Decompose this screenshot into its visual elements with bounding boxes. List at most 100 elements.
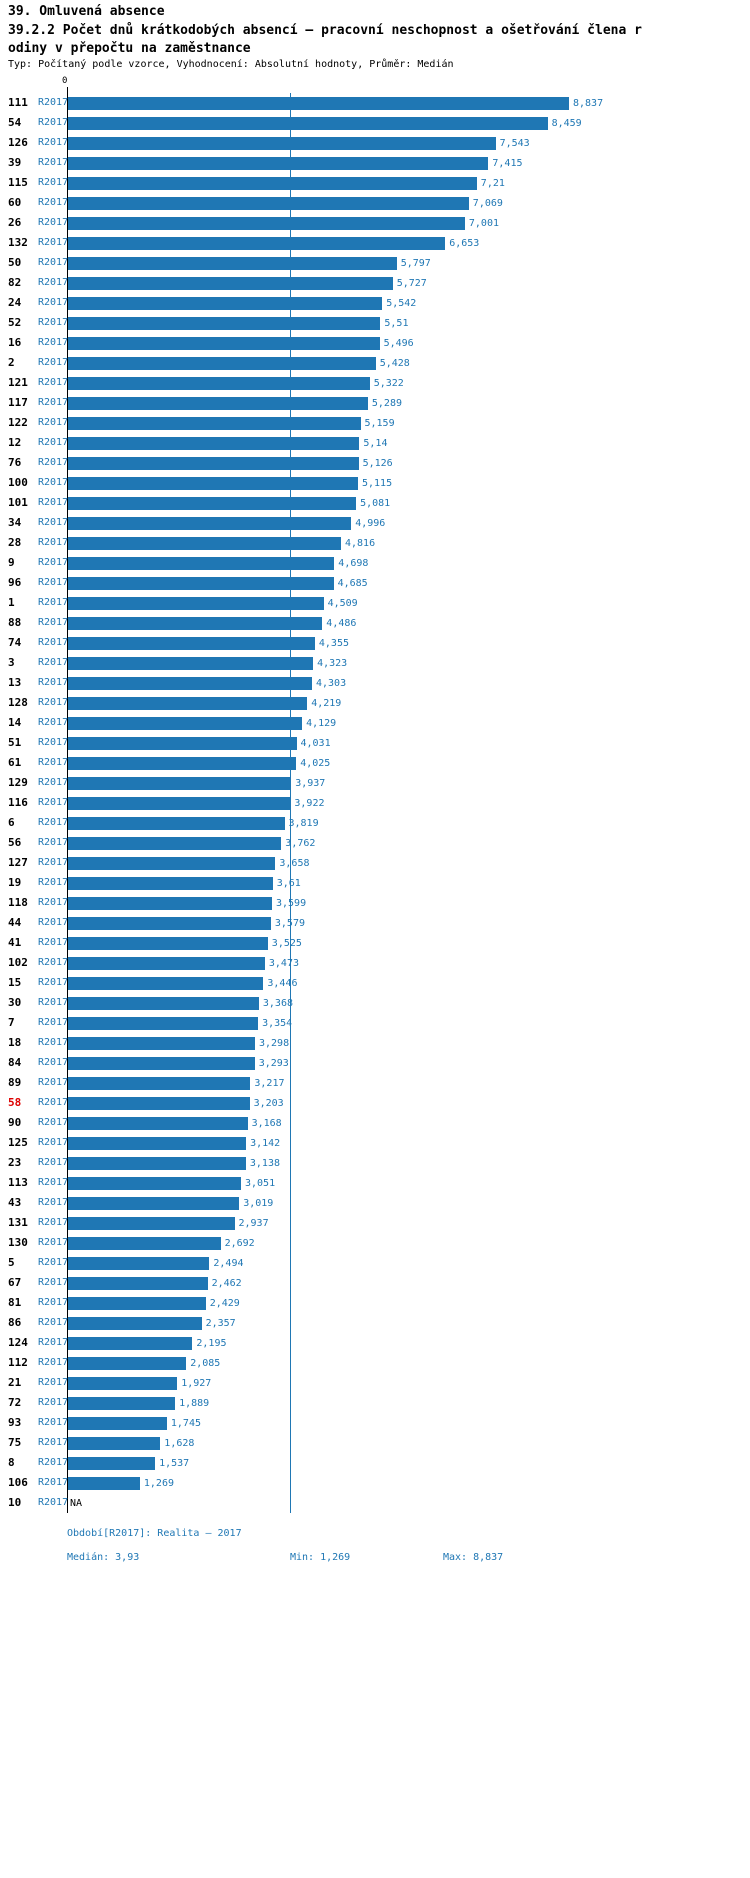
row-period-label: R2017 (38, 1237, 69, 1248)
row-id-label: 115 (8, 176, 28, 189)
bar-value-label: 7,001 (468, 217, 499, 229)
row-period-label: R2017 (38, 1497, 69, 1508)
chart-row: 18 R2017 3,298 (0, 1033, 750, 1053)
bar-value-label: 2,195 (196, 1337, 227, 1349)
bar (68, 156, 489, 170)
bar-wrap: 5,428 (68, 353, 410, 373)
bar-wrap: 4,303 (68, 673, 346, 693)
row-period-label: R2017 (38, 897, 69, 908)
bar-value-label: 4,025 (300, 757, 331, 769)
bar-value-label: 2,494 (213, 1257, 244, 1269)
row-period-label: R2017 (38, 557, 69, 568)
row-id-label: 50 (8, 256, 22, 269)
row-id-label: 44 (8, 916, 22, 929)
bar-value-label: 2,692 (224, 1237, 255, 1249)
bar-value-label: 5,496 (383, 337, 414, 349)
bar (68, 1136, 247, 1150)
chart-row: 8 R2017 1,537 (0, 1453, 750, 1473)
row-id-label: 28 (8, 536, 22, 549)
row-id-label: 34 (8, 516, 22, 529)
bar-value-label: 3,525 (271, 937, 302, 949)
section-title: 39. Omluvená absence (8, 4, 165, 19)
chart-title: 39.2.2 Počet dnů krátkodobých absencí – … (8, 23, 642, 56)
chart-row: 90 R2017 3,168 (0, 1113, 750, 1133)
bar-wrap: 4,685 (68, 573, 368, 593)
bar-wrap: 4,219 (68, 693, 341, 713)
chart-row: 121 R2017 5,322 (0, 373, 750, 393)
row-id-label: 129 (8, 776, 28, 789)
footer-period-label: Období[R2017]: Realita – 2017 (67, 1528, 242, 1539)
bar-wrap: 1,889 (68, 1393, 209, 1413)
bar-value-label: 4,303 (316, 677, 347, 689)
bar-value-label: 4,219 (311, 697, 342, 709)
chart-row: 72 R2017 1,889 (0, 1393, 750, 1413)
row-period-label: R2017 (38, 277, 69, 288)
bar-wrap: 2,429 (68, 1293, 240, 1313)
bar-value-label: 1,889 (179, 1397, 210, 1409)
bar-value-label: 4,355 (318, 637, 349, 649)
bar-chart: 111 R2017 8,837 54 R2017 8,459 126 R2017… (0, 93, 750, 1513)
bar (68, 256, 397, 270)
bar (68, 976, 264, 990)
bar-wrap: 1,927 (68, 1373, 211, 1393)
row-period-label: R2017 (38, 957, 69, 968)
bar-wrap: 3,138 (68, 1153, 280, 1173)
chart-row: 1 R2017 4,509 (0, 593, 750, 613)
chart-row: 132 R2017 6,653 (0, 233, 750, 253)
row-id-label: 127 (8, 856, 28, 869)
bar-value-label: NA (70, 1497, 83, 1509)
bar-wrap: 2,085 (68, 1353, 220, 1373)
bar (68, 1396, 176, 1410)
row-id-label: 106 (8, 1476, 28, 1489)
row-id-label: 41 (8, 936, 22, 949)
bar-wrap: 4,816 (68, 533, 375, 553)
bar-value-label: 1,537 (159, 1457, 190, 1469)
bar-wrap: 5,126 (68, 453, 393, 473)
row-period-label: R2017 (38, 97, 69, 108)
bar-wrap: 5,727 (68, 273, 427, 293)
bar-value-label: 1,269 (143, 1477, 174, 1489)
bar-value-label: 3,473 (268, 957, 299, 969)
bar (68, 1196, 240, 1210)
bar-value-label: 7,21 (480, 177, 505, 189)
row-id-label: 2 (8, 356, 15, 369)
row-id-label: 76 (8, 456, 22, 469)
bar-value-label: 3,446 (267, 977, 298, 989)
bar (68, 956, 265, 970)
row-id-label: 131 (8, 1216, 28, 1229)
chart-row: 58 R2017 3,203 (0, 1093, 750, 1113)
row-id-label: 75 (8, 1436, 22, 1449)
row-period-label: R2017 (38, 457, 69, 468)
row-id-label: 3 (8, 656, 15, 669)
row-period-label: R2017 (38, 1457, 69, 1468)
row-id-label: 24 (8, 296, 22, 309)
bar (68, 996, 259, 1010)
bar-wrap: 4,031 (68, 733, 331, 753)
chart-row: 125 R2017 3,142 (0, 1133, 750, 1153)
row-period-label: R2017 (38, 1177, 69, 1188)
bar (68, 1156, 246, 1170)
chart-row: 52 R2017 5,51 (0, 313, 750, 333)
bar-value-label: 2,429 (209, 1297, 240, 1309)
chart-row: 15 R2017 3,446 (0, 973, 750, 993)
bar-value-label: 3,819 (288, 817, 319, 829)
bar-wrap: 3,019 (68, 1193, 273, 1213)
bar-wrap: 3,142 (68, 1133, 280, 1153)
row-id-label: 12 (8, 436, 22, 449)
bar-wrap: 5,51 (68, 313, 408, 333)
bar (68, 576, 334, 590)
bar-wrap: 4,129 (68, 713, 336, 733)
bar-value-label: 5,289 (371, 397, 402, 409)
bar (68, 1416, 167, 1430)
bar-value-label: 3,168 (251, 1117, 282, 1129)
chart-row: 30 R2017 3,368 (0, 993, 750, 1013)
bar (68, 1176, 241, 1190)
bar-wrap: 3,937 (68, 773, 325, 793)
chart-row: 3 R2017 4,323 (0, 653, 750, 673)
bar-wrap: 3,203 (68, 1093, 284, 1113)
row-period-label: R2017 (38, 937, 69, 948)
bar-wrap: 1,628 (68, 1433, 194, 1453)
bar-wrap: 4,486 (68, 613, 356, 633)
row-period-label: R2017 (38, 497, 69, 508)
bar (68, 1056, 255, 1070)
